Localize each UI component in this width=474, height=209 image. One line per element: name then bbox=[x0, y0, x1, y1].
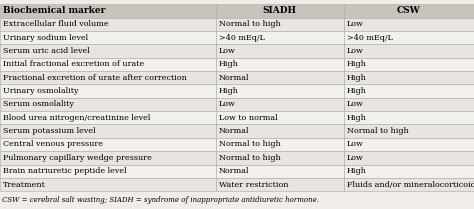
Bar bbox=[216, 31, 344, 44]
Text: Normal: Normal bbox=[219, 127, 249, 135]
Bar bbox=[216, 18, 344, 31]
Bar bbox=[216, 164, 344, 178]
Text: High: High bbox=[347, 60, 367, 68]
Bar bbox=[216, 151, 344, 164]
Bar bbox=[0, 151, 216, 164]
Bar bbox=[344, 138, 474, 151]
Bar bbox=[344, 124, 474, 138]
Text: Fractional excretion of urate after correction: Fractional excretion of urate after corr… bbox=[3, 74, 187, 82]
Bar bbox=[344, 58, 474, 71]
Bar bbox=[216, 58, 344, 71]
Text: Low: Low bbox=[347, 100, 364, 108]
Text: Serum potassium level: Serum potassium level bbox=[3, 127, 96, 135]
Text: Normal to high: Normal to high bbox=[219, 20, 281, 28]
Bar bbox=[0, 71, 216, 84]
Text: Normal to high: Normal to high bbox=[219, 154, 281, 162]
Bar bbox=[216, 71, 344, 84]
Text: Urinary osmolality: Urinary osmolality bbox=[3, 87, 79, 95]
Text: Central venous pressure: Central venous pressure bbox=[3, 140, 103, 148]
Text: High: High bbox=[219, 87, 239, 95]
Bar bbox=[0, 44, 216, 58]
Text: High: High bbox=[347, 167, 367, 175]
Bar bbox=[216, 4, 344, 18]
Text: Extracellular fluid volume: Extracellular fluid volume bbox=[3, 20, 109, 28]
Bar bbox=[0, 138, 216, 151]
Bar bbox=[216, 124, 344, 138]
Text: Low: Low bbox=[347, 20, 364, 28]
Text: High: High bbox=[347, 87, 367, 95]
Bar bbox=[344, 4, 474, 18]
Bar bbox=[344, 111, 474, 124]
Bar bbox=[0, 164, 216, 178]
Bar bbox=[0, 178, 216, 191]
Text: Serum uric acid level: Serum uric acid level bbox=[3, 47, 90, 55]
Bar bbox=[0, 98, 216, 111]
Bar bbox=[216, 111, 344, 124]
Bar bbox=[0, 111, 216, 124]
Text: Biochemical marker: Biochemical marker bbox=[3, 6, 106, 15]
Text: >40 mEq/L: >40 mEq/L bbox=[219, 34, 265, 42]
Text: SIADH: SIADH bbox=[263, 6, 297, 15]
Text: Urinary sodium level: Urinary sodium level bbox=[3, 34, 89, 42]
Text: Pulmonary capillary wedge pressure: Pulmonary capillary wedge pressure bbox=[3, 154, 152, 162]
Bar bbox=[344, 71, 474, 84]
Bar bbox=[344, 18, 474, 31]
Text: CSW: CSW bbox=[397, 6, 421, 15]
Text: High: High bbox=[347, 74, 367, 82]
Text: Low: Low bbox=[219, 47, 236, 55]
Bar bbox=[0, 18, 216, 31]
Text: Low: Low bbox=[347, 154, 364, 162]
Bar bbox=[344, 164, 474, 178]
Text: Normal to high: Normal to high bbox=[219, 140, 281, 148]
Text: High: High bbox=[347, 114, 367, 122]
Bar bbox=[216, 178, 344, 191]
Text: Treatment: Treatment bbox=[3, 181, 46, 189]
Text: Normal to high: Normal to high bbox=[347, 127, 409, 135]
Bar bbox=[0, 31, 216, 44]
Text: Low: Low bbox=[347, 140, 364, 148]
Text: Brain natriuretic peptide level: Brain natriuretic peptide level bbox=[3, 167, 127, 175]
Text: Low: Low bbox=[219, 100, 236, 108]
Text: High: High bbox=[219, 60, 239, 68]
Text: Normal: Normal bbox=[219, 74, 249, 82]
Text: Fluids and/or mineralocorticoids: Fluids and/or mineralocorticoids bbox=[347, 181, 474, 189]
Bar bbox=[344, 84, 474, 98]
Text: Normal: Normal bbox=[219, 167, 249, 175]
Text: Initial fractional excretion of urate: Initial fractional excretion of urate bbox=[3, 60, 145, 68]
Bar bbox=[0, 4, 216, 18]
Bar bbox=[344, 178, 474, 191]
Text: >40 mEq/L: >40 mEq/L bbox=[347, 34, 393, 42]
Text: Serum osmolality: Serum osmolality bbox=[3, 100, 74, 108]
Bar bbox=[0, 58, 216, 71]
Text: Water restriction: Water restriction bbox=[219, 181, 289, 189]
Bar bbox=[0, 84, 216, 98]
Bar bbox=[344, 151, 474, 164]
Bar bbox=[216, 138, 344, 151]
Bar bbox=[216, 98, 344, 111]
Text: Low to normal: Low to normal bbox=[219, 114, 278, 122]
Bar bbox=[216, 84, 344, 98]
Bar bbox=[344, 44, 474, 58]
Bar bbox=[216, 44, 344, 58]
Text: Low: Low bbox=[347, 47, 364, 55]
Text: Blood urea nitrogen/creatinine level: Blood urea nitrogen/creatinine level bbox=[3, 114, 151, 122]
Bar bbox=[0, 124, 216, 138]
Bar bbox=[344, 31, 474, 44]
Bar bbox=[344, 98, 474, 111]
Text: CSW = cerebral salt wasting; SIADH = syndrome of inappropriate antidiuretic horm: CSW = cerebral salt wasting; SIADH = syn… bbox=[2, 196, 319, 204]
